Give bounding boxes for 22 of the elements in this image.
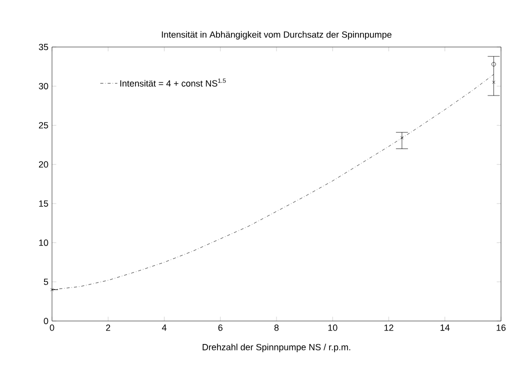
y-tick-label: 20 xyxy=(38,161,48,168)
x-tick-label: 2 xyxy=(106,324,110,331)
y-tick-label: 30 xyxy=(38,82,48,90)
y-tick-label: 0 xyxy=(44,318,48,324)
y-tick-label: 35 xyxy=(38,44,48,50)
y-tick-label: 15 xyxy=(39,200,48,207)
x-tick-label: 14 xyxy=(440,324,450,331)
x-tick-label: 0 xyxy=(50,324,54,331)
x-axis-title: Drehzahl der Spinnpumpe NS / r.p.m. xyxy=(202,344,350,352)
legend-label: Intensität = 4 + const NS$^{1.5}$ xyxy=(120,78,226,87)
y-tick-label: 10 xyxy=(39,240,48,246)
x-tick-label: 4 xyxy=(162,324,166,331)
point xyxy=(50,288,54,292)
y-tick-label: 5 xyxy=(44,278,48,285)
x-tick-label: 10 xyxy=(328,324,338,331)
y-tick-label: 25 xyxy=(38,122,48,128)
x-tick-label: 8 xyxy=(274,324,279,331)
x-tick-label: 16 xyxy=(496,324,506,331)
x-tick-label: 6 xyxy=(218,324,222,331)
x-tick-label: 12 xyxy=(384,324,394,331)
chart-title: Intensität in Abhängigkeit vom Durchsatz der Spinnpumpe xyxy=(162,31,392,40)
point xyxy=(492,62,496,66)
